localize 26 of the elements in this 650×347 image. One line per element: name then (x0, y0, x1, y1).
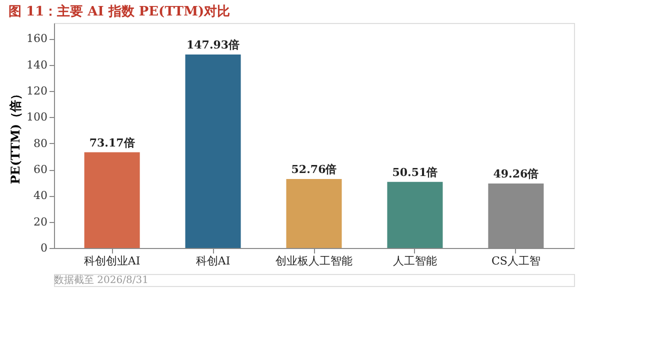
x-tick-label: 人工智能 (392, 254, 437, 268)
y-axis-title: PE(TTM)（倍） (8, 88, 23, 184)
y-tick-label: 60 (34, 163, 48, 176)
y-tick-label: 160 (26, 32, 48, 46)
bar (387, 182, 443, 248)
data-label: 50.51倍 (392, 166, 438, 179)
bar (286, 178, 342, 248)
x-tick-label: 科创创业AI (84, 254, 140, 268)
y-tick-label: 80 (34, 136, 48, 150)
bar (185, 54, 241, 248)
y-tick-label: 20 (34, 215, 48, 228)
data-label: 147.93倍 (186, 38, 240, 52)
data-label: 49.26倍 (493, 168, 539, 181)
x-tick-label: CS人工智 (491, 254, 540, 268)
y-tick-label: 100 (26, 110, 48, 124)
y-tick-label: 0 (40, 242, 48, 254)
text: 数据截至 2026/8/31 (54, 274, 148, 286)
x-tick-label: 创业板人工智能 (276, 254, 352, 268)
y-tick-label: 40 (34, 189, 48, 202)
chart-title: 图 11：主要 AI 指数 PE(TTM)对比 (8, 4, 230, 20)
data-label: 52.76倍 (291, 162, 337, 176)
bar (84, 152, 140, 248)
x-tick-label: 科创AI (196, 254, 230, 268)
y-tick-label: 120 (26, 84, 48, 98)
y-tick-label: 140 (26, 58, 48, 72)
data-label: 73.17倍 (89, 136, 135, 150)
